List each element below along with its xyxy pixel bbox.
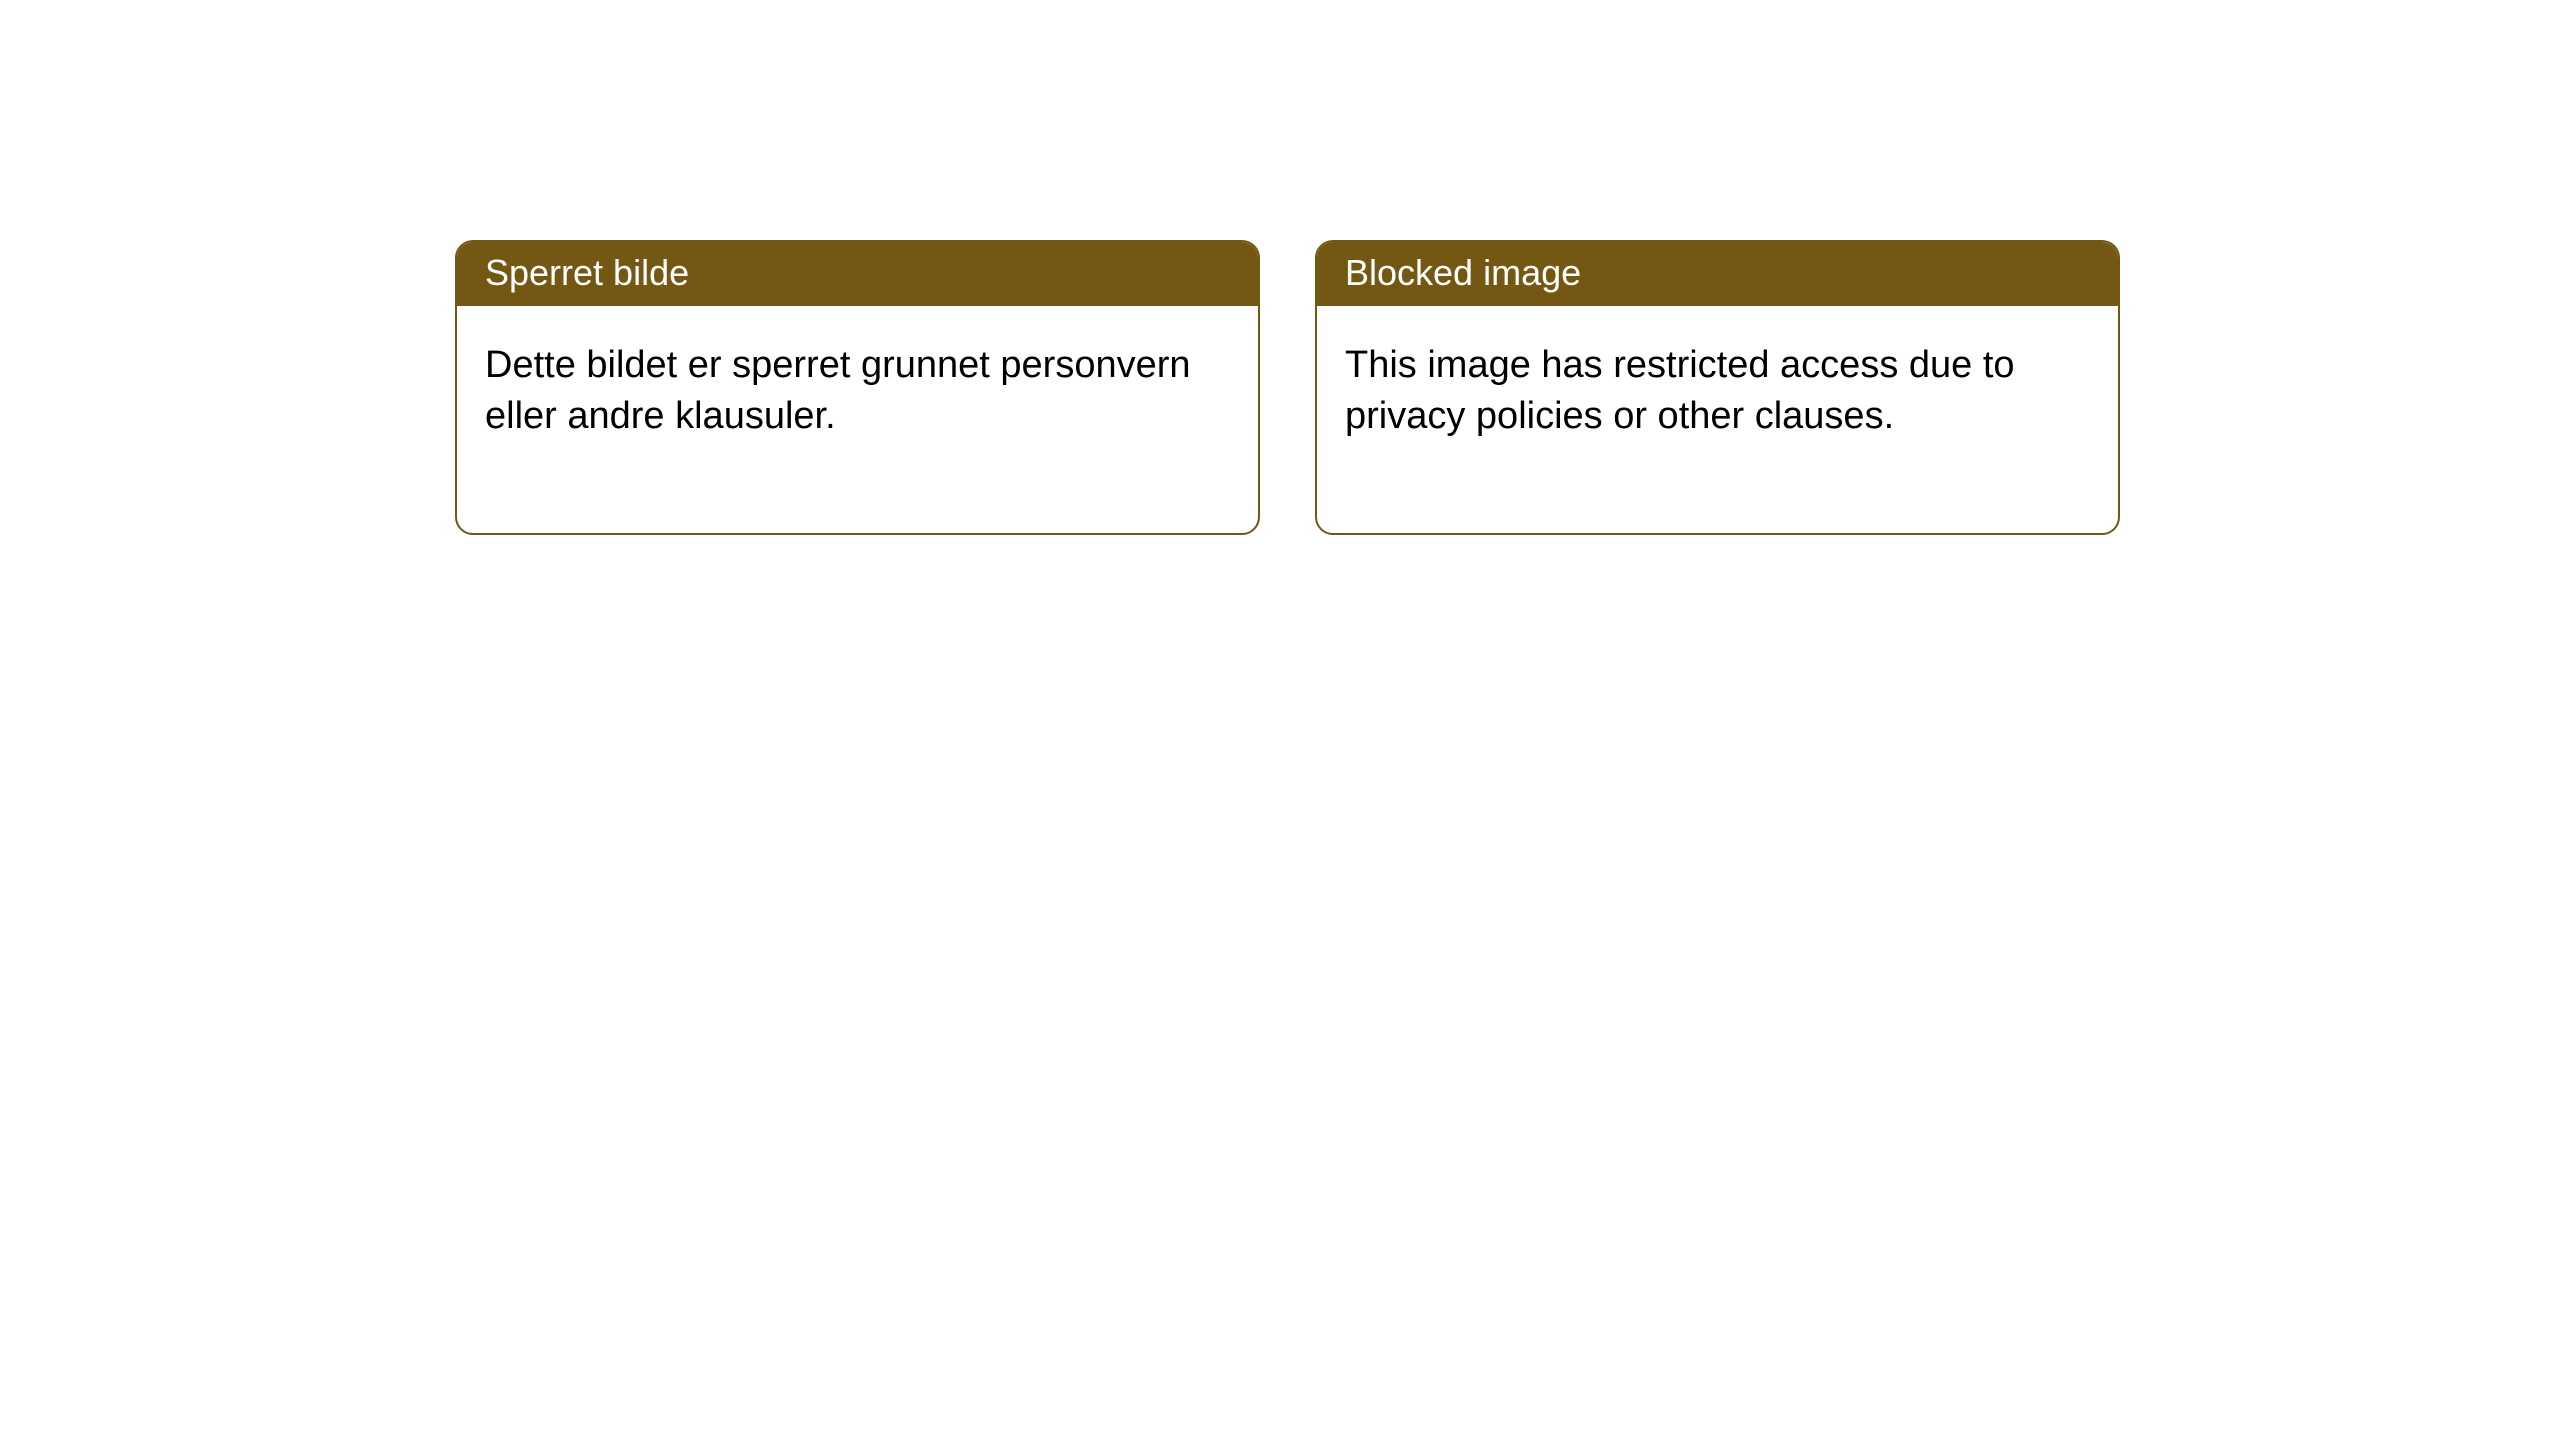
- notice-card-norwegian: Sperret bilde Dette bildet er sperret gr…: [455, 240, 1260, 535]
- notice-body: This image has restricted access due to …: [1317, 306, 2118, 533]
- notice-card-english: Blocked image This image has restricted …: [1315, 240, 2120, 535]
- notice-header: Blocked image: [1317, 242, 2118, 306]
- notice-header: Sperret bilde: [457, 242, 1258, 306]
- notice-container: Sperret bilde Dette bildet er sperret gr…: [0, 0, 2560, 535]
- notice-body: Dette bildet er sperret grunnet personve…: [457, 306, 1258, 533]
